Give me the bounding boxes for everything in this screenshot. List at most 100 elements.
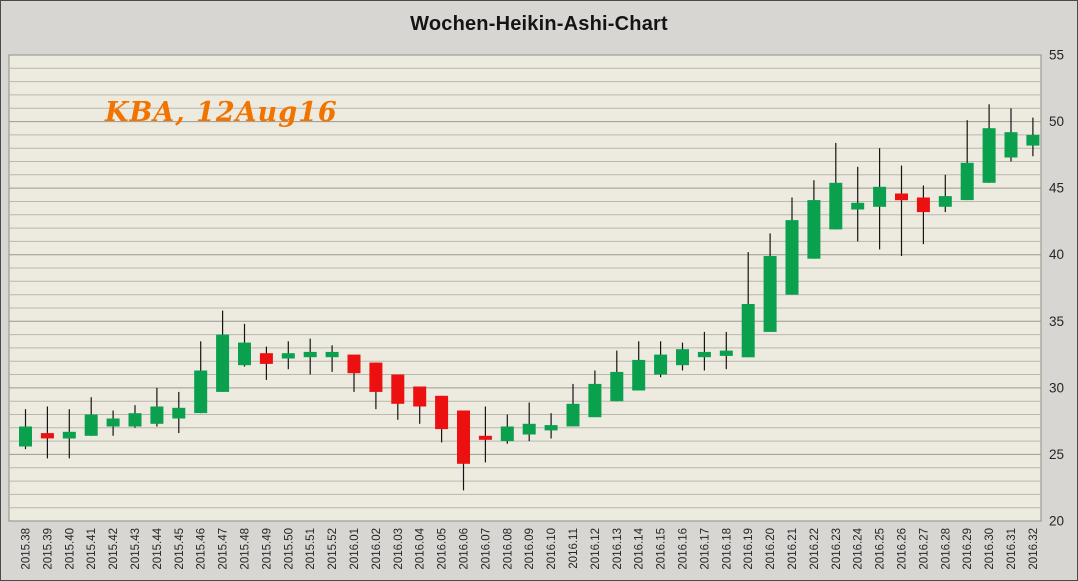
x-axis-tick-label: 2016.11: [568, 528, 580, 569]
candle-body: [84, 414, 98, 436]
candle: [347, 354, 361, 392]
candle-body: [763, 256, 777, 332]
candle-body: [172, 407, 186, 419]
candle: [741, 252, 755, 358]
x-axis-tick-label: 2016.16: [678, 528, 690, 570]
candle: [895, 165, 908, 256]
candle: [150, 387, 164, 427]
candle-body: [62, 431, 76, 439]
candle-body: [982, 128, 996, 183]
x-axis-tick-label: 2016.18: [721, 528, 733, 570]
plot-background: [8, 54, 1042, 522]
candle: [566, 383, 580, 427]
candle-body: [741, 304, 755, 358]
candle-body: [632, 359, 646, 391]
x-axis-tick-label: 2016.15: [656, 528, 668, 570]
x-axis-tick-label: 2015.48: [240, 528, 252, 570]
candle-body: [697, 351, 711, 358]
x-axis-tick-label: 2016.21: [787, 528, 799, 570]
y-axis-tick-label: 25: [1049, 447, 1064, 462]
candle-body: [916, 197, 930, 213]
candle-body: [259, 353, 273, 364]
candle: [807, 180, 821, 259]
x-axis-tick-label: 2015.40: [64, 528, 76, 570]
candle-body: [478, 435, 492, 440]
candle: [325, 345, 339, 372]
candle: [172, 391, 186, 434]
x-axis-tick-label: 2016.07: [480, 528, 492, 570]
y-axis-tick-label: 55: [1049, 48, 1064, 63]
candle: [522, 402, 536, 442]
candle-body: [610, 371, 624, 402]
x-axis-tick-label: 2015.39: [42, 528, 54, 570]
candle-body: [938, 196, 952, 207]
x-axis-tick-label: 2015.49: [261, 528, 273, 570]
x-axis-tick-label: 2015.47: [218, 528, 230, 570]
candle: [128, 405, 142, 428]
x-axis-tick-label: 2015.51: [305, 528, 317, 570]
x-axis-tick-label: 2016.19: [743, 528, 755, 570]
x-axis-tick-label: 2016.02: [371, 528, 383, 570]
candle: [369, 362, 383, 410]
x-axis-tick-label: 2016.13: [612, 528, 624, 570]
candle: [654, 341, 668, 378]
plot-area: [8, 54, 1042, 522]
candle-body: [829, 182, 843, 230]
candle-body: [238, 342, 251, 366]
x-axis-tick-label: 2015.41: [86, 528, 98, 570]
candle-body: [40, 433, 54, 439]
x-axis-tick-label: 2016.10: [546, 528, 558, 570]
x-axis-tick-label: 2016.22: [809, 528, 821, 570]
candle-body: [303, 351, 317, 358]
candle-body: [500, 426, 514, 442]
x-axis-tick-label: 2016.06: [459, 528, 471, 570]
candle: [873, 148, 887, 250]
x-axis-tick-label: 2016.05: [437, 528, 449, 570]
candle-body: [281, 353, 295, 359]
x-axis-tick-label: 2015.50: [283, 528, 295, 570]
y-axis-tick-label: 35: [1049, 314, 1064, 329]
x-axis-tick-label: 2016.03: [393, 528, 405, 570]
x-axis-tick-label: 2016.09: [524, 528, 536, 570]
candle-body: [960, 162, 974, 201]
x-axis-tick-label: 2015.44: [152, 527, 164, 569]
candle-body: [435, 395, 449, 430]
candle-body: [873, 186, 887, 207]
candle-body: [851, 202, 865, 210]
candle-body: [457, 410, 470, 464]
x-axis-tick-label: 2016.32: [1028, 528, 1040, 570]
candle: [982, 104, 996, 183]
candle-body: [522, 423, 536, 435]
candle-body: [807, 200, 821, 259]
candle-body: [369, 362, 383, 392]
candle: [544, 413, 558, 439]
x-axis-tick-label: 2016.23: [831, 528, 843, 570]
y-axis-tick-label: 40: [1049, 247, 1064, 262]
candle-body: [325, 351, 339, 358]
candle: [719, 331, 733, 370]
x-axis-tick-label: 2015.45: [174, 528, 186, 570]
y-axis-tick-label: 30: [1049, 380, 1064, 395]
candle: [960, 120, 974, 201]
candle: [697, 331, 711, 371]
candle-body: [150, 406, 164, 424]
candle-body: [106, 418, 120, 427]
x-axis-tick-label: 2016.14: [634, 527, 646, 569]
candle-body: [413, 386, 427, 407]
candle-body: [1026, 134, 1040, 146]
candle: [194, 341, 208, 414]
x-axis-tick-label: 2016.08: [502, 528, 514, 570]
candle-body: [654, 354, 668, 375]
x-axis-tick-label: 2015.42: [108, 528, 120, 570]
x-axis-tick-label: 2016.17: [699, 528, 711, 570]
x-axis-tick-label: 2016.26: [897, 528, 909, 570]
x-axis-tick-label: 2016.31: [1006, 528, 1018, 570]
x-axis-tick-label: 2016.01: [349, 528, 361, 570]
candle: [19, 409, 32, 450]
x-axis-tick-label: 2015.38: [21, 528, 33, 570]
candle: [281, 341, 295, 370]
candle: [916, 185, 930, 245]
x-axis-tick-label: 2015.46: [196, 528, 208, 570]
